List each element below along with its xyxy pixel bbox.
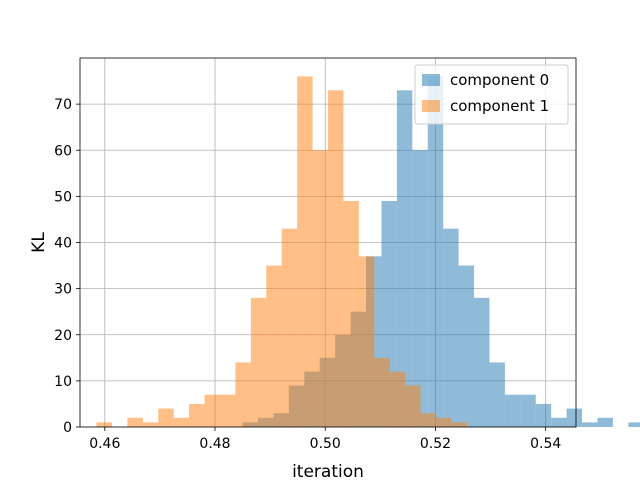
histogram-bar — [389, 371, 406, 427]
legend-label: component 0 — [450, 71, 549, 89]
histogram-bar — [551, 417, 567, 427]
histogram-bar — [96, 422, 112, 427]
y-tick-label: 20 — [54, 328, 72, 344]
histogram-bar — [436, 417, 452, 427]
legend-box — [414, 64, 569, 125]
histogram-bar — [219, 394, 236, 427]
histogram-bar — [158, 408, 174, 427]
legend-swatch — [422, 100, 440, 112]
histogram-bar — [235, 362, 251, 427]
y-tick-label: 10 — [54, 374, 72, 390]
legend: component 0 component 1 — [414, 64, 569, 125]
histogram-bar — [281, 228, 298, 427]
y-tick-label: 0 — [63, 420, 72, 436]
x-tick-label: 0.52 — [420, 436, 451, 452]
histogram-bar — [312, 150, 328, 427]
histogram-bar — [451, 422, 467, 427]
legend-label: component 1 — [450, 97, 549, 115]
histogram-bar — [250, 297, 267, 427]
legend-swatch — [422, 74, 440, 86]
x-tick-label: 0.46 — [89, 436, 120, 452]
histogram-bar — [489, 362, 505, 427]
histogram-bar — [405, 385, 421, 427]
histogram-bar — [566, 408, 583, 427]
histogram-bar — [474, 297, 490, 427]
histogram-bar — [628, 422, 640, 427]
y-tick-label: 30 — [54, 282, 72, 298]
histogram-bar — [520, 394, 536, 427]
y-tick-label: 70 — [54, 97, 72, 113]
histogram-bar — [420, 413, 437, 427]
histogram-bar — [343, 200, 359, 427]
histogram-bar — [535, 403, 552, 427]
histogram-bar — [427, 76, 444, 427]
histogram-bar — [127, 417, 143, 427]
x-tick-label: 0.50 — [310, 436, 341, 452]
y-axis-label: KL — [29, 232, 49, 253]
histogram-bar — [396, 90, 413, 427]
x-tick-label: 0.54 — [530, 436, 561, 452]
series-1 — [96, 76, 467, 427]
histogram-bar — [189, 403, 205, 427]
histogram-bar — [297, 76, 313, 427]
histogram-bar — [204, 394, 220, 427]
histogram-bar — [597, 417, 613, 427]
histogram-bar — [374, 357, 390, 427]
y-tick-label: 50 — [54, 189, 72, 205]
histogram-bar — [358, 256, 375, 427]
x-axis-label: iteration — [292, 462, 364, 480]
axis-ticks: 0.46 0.48 0.50 0.52 0.54 0 10 20 30 40 50 60 70 — [54, 97, 561, 452]
y-tick-label: 60 — [54, 143, 72, 159]
histogram-bar — [412, 150, 428, 427]
histogram-bar — [504, 394, 521, 427]
x-tick-label: 0.48 — [199, 436, 230, 452]
histogram-bar — [173, 417, 190, 427]
histogram-bar — [266, 265, 282, 427]
histogram-bar — [458, 265, 475, 427]
y-tick-label: 40 — [54, 236, 72, 252]
histogram-bars — [96, 76, 640, 427]
histogram-bar — [142, 422, 159, 427]
histogram-bar — [443, 228, 459, 427]
histogram-bar — [582, 422, 598, 427]
histogram-bar — [328, 90, 344, 427]
